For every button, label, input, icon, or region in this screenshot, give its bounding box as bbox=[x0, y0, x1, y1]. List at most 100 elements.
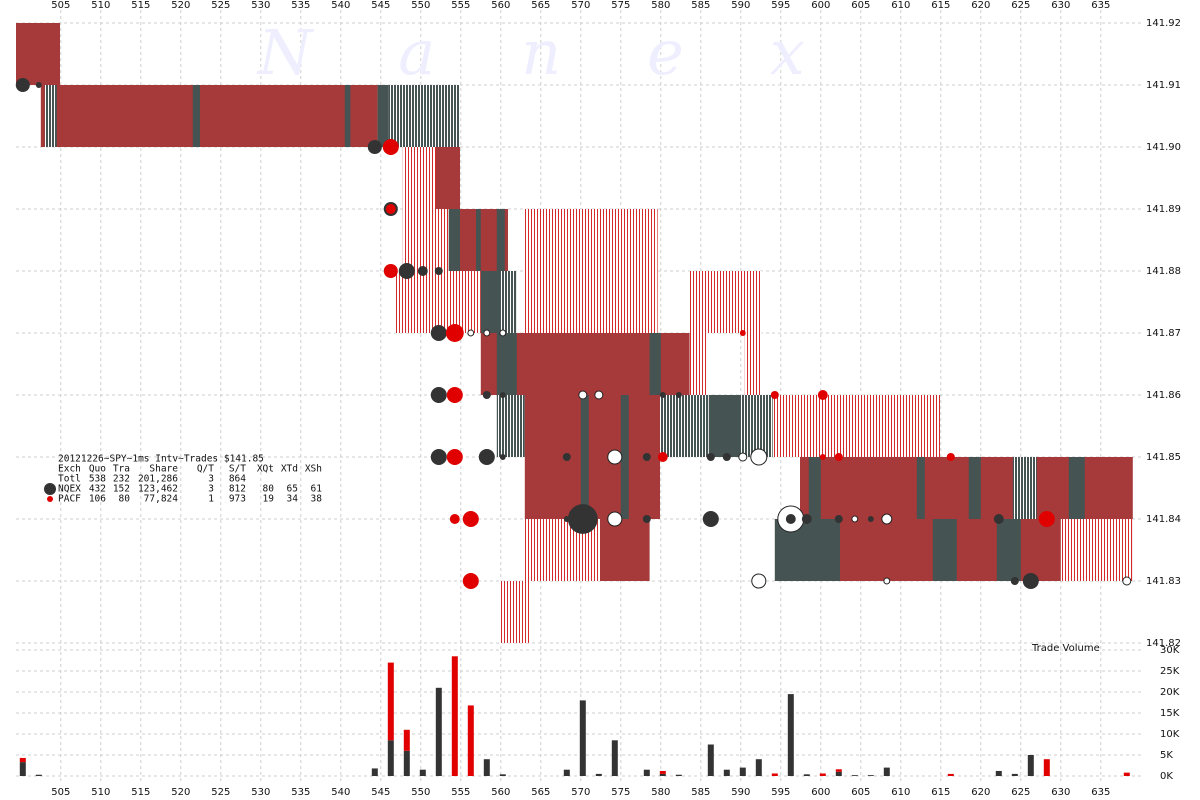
trade-dot bbox=[785, 514, 796, 524]
quote-band bbox=[448, 209, 460, 271]
x-tick-label: 530 bbox=[251, 787, 270, 798]
volume-bar bbox=[595, 773, 602, 776]
volume-tick-label: 15K bbox=[1160, 708, 1180, 719]
quote-band bbox=[600, 519, 650, 581]
volume-bar bbox=[723, 769, 730, 776]
trade-dot bbox=[385, 204, 396, 214]
volume-bar bbox=[1043, 759, 1050, 776]
x-tick-label: 610 bbox=[891, 787, 910, 798]
quote-band bbox=[40, 85, 378, 147]
quote-band bbox=[708, 395, 741, 457]
quote-band bbox=[500, 581, 530, 643]
volume-bar bbox=[803, 774, 810, 776]
quote-band bbox=[344, 85, 351, 147]
trade-dot bbox=[462, 510, 479, 528]
quote-band bbox=[996, 519, 1021, 581]
trade-dot bbox=[430, 324, 447, 342]
trade-dot bbox=[434, 266, 443, 276]
x-tick-label-top: 535 bbox=[291, 0, 310, 11]
quote-band bbox=[916, 457, 925, 519]
quote-band bbox=[496, 333, 517, 395]
volume-bar bbox=[467, 705, 474, 776]
stats-header: Share bbox=[149, 464, 178, 475]
x-tick-label-top: 565 bbox=[531, 0, 550, 11]
x-tick-label: 575 bbox=[611, 787, 630, 798]
x-tick-label: 540 bbox=[331, 787, 350, 798]
stats-header: Quo bbox=[89, 464, 106, 475]
quote-band bbox=[377, 85, 389, 147]
x-tick-label: 565 bbox=[531, 787, 550, 798]
x-tick-label-top: 630 bbox=[1051, 0, 1070, 11]
stats-cell: 61 bbox=[311, 484, 323, 495]
x-tick-label-top: 515 bbox=[131, 0, 150, 11]
stats-header: Q/T bbox=[197, 464, 214, 475]
trade-dot bbox=[1010, 576, 1019, 586]
volume-bar bbox=[883, 767, 890, 776]
volume-tick-label: 25K bbox=[1160, 666, 1180, 677]
volume-tick-label: 20K bbox=[1160, 687, 1180, 698]
x-tick-label-top: 615 bbox=[931, 0, 950, 11]
stats-header: Tra bbox=[113, 464, 130, 475]
trade-dot bbox=[35, 82, 42, 88]
x-tick-label: 595 bbox=[771, 787, 790, 798]
legend-marker bbox=[47, 496, 53, 502]
x-tick-label: 515 bbox=[131, 787, 150, 798]
volume-bar bbox=[867, 775, 874, 776]
trade-dot bbox=[567, 504, 598, 534]
x-tick-label: 585 bbox=[691, 787, 710, 798]
x-tick-label-top: 595 bbox=[771, 0, 790, 11]
trade-dot bbox=[881, 513, 893, 525]
stats-cell: 152 bbox=[113, 484, 130, 495]
trade-dot bbox=[834, 514, 843, 524]
quote-band bbox=[524, 395, 660, 519]
trade-dot bbox=[702, 510, 719, 528]
quote-band bbox=[395, 271, 481, 333]
y-tick-label: 141.84 bbox=[1146, 514, 1181, 525]
quote-band bbox=[808, 457, 821, 519]
stats-cell: 432 bbox=[89, 484, 106, 495]
stats-header: XQt bbox=[257, 464, 274, 475]
stats-cell: 80 bbox=[263, 484, 275, 495]
y-tick-label: 141.91 bbox=[1146, 80, 1181, 91]
trade-dot bbox=[449, 514, 460, 524]
trade-dot bbox=[499, 454, 506, 460]
trade-dot bbox=[750, 448, 768, 466]
y-tick-label: 141.92 bbox=[1146, 18, 1181, 29]
volume-bar bbox=[435, 687, 442, 776]
quote-band bbox=[1060, 519, 1133, 581]
quote-band bbox=[689, 271, 762, 333]
trade-dot bbox=[562, 452, 571, 462]
stats-cell: 812 bbox=[229, 484, 246, 495]
stats-cell: 77,824 bbox=[144, 494, 179, 505]
stats-cell: Totl bbox=[58, 474, 81, 485]
quote-band bbox=[402, 147, 436, 209]
trade-dot bbox=[482, 390, 491, 400]
volume-bar bbox=[611, 740, 618, 776]
y-tick-label: 141.83 bbox=[1146, 576, 1181, 587]
quote-band bbox=[436, 147, 460, 209]
quote-band bbox=[1012, 457, 1037, 519]
volume-bar bbox=[19, 762, 26, 776]
x-tick-label: 545 bbox=[371, 787, 390, 798]
volume-bar bbox=[419, 769, 426, 776]
trade-dot bbox=[594, 390, 604, 400]
x-tick-label: 570 bbox=[571, 787, 590, 798]
x-tick-label-top: 525 bbox=[211, 0, 230, 11]
trade-dot bbox=[819, 454, 826, 460]
volume bbox=[19, 656, 1130, 776]
volume-bar bbox=[835, 771, 842, 776]
trade-dot bbox=[478, 448, 495, 466]
quote-band bbox=[496, 209, 505, 271]
volume-bar bbox=[675, 774, 682, 776]
watermark: Nanex bbox=[256, 16, 891, 89]
volume-bar bbox=[35, 774, 42, 776]
volume-bar bbox=[819, 773, 826, 776]
volume-bar bbox=[499, 774, 506, 776]
quote-band bbox=[44, 85, 57, 147]
trade-dot bbox=[946, 452, 955, 462]
stats-cell: 65 bbox=[287, 484, 298, 495]
x-tick-label-top: 570 bbox=[571, 0, 590, 11]
trade-dot bbox=[15, 77, 30, 93]
volume-tick-label: 0K bbox=[1160, 771, 1173, 782]
volume-bar bbox=[483, 759, 490, 776]
